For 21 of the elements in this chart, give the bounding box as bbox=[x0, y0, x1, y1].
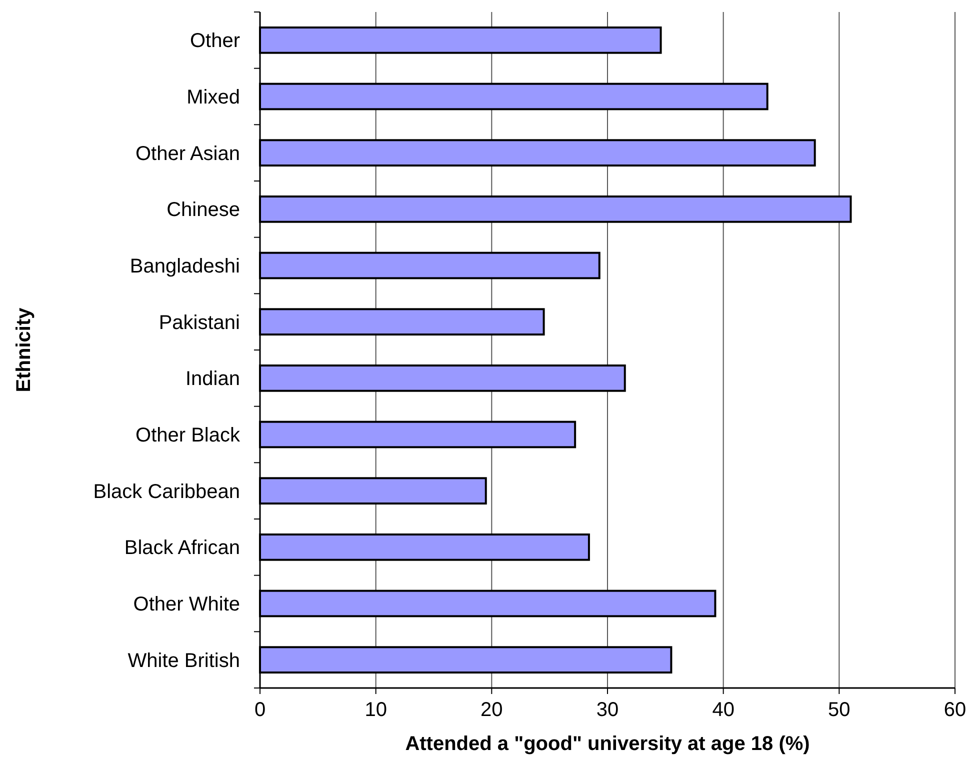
x-tick-label: 0 bbox=[254, 699, 266, 721]
x-tick-label: 10 bbox=[364, 699, 387, 721]
y-tick-label: Mixed bbox=[186, 86, 240, 108]
y-tick-label: Bangladeshi bbox=[130, 256, 240, 278]
y-tick-label: Black Caribbean bbox=[93, 480, 240, 503]
x-tick-label: 20 bbox=[480, 699, 503, 721]
y-tick-label: Other White bbox=[133, 594, 240, 616]
y-tick-label: Pakistani bbox=[158, 312, 240, 334]
x-tick-label: 50 bbox=[828, 699, 850, 721]
x-tick-label: 40 bbox=[712, 699, 734, 721]
y-tick-label: Other Asian bbox=[135, 142, 240, 165]
x-axis-title: Attended a "good" university at age 18 (%) bbox=[405, 733, 810, 755]
y-tick-label: Chinese bbox=[166, 199, 240, 222]
y-tick-label: Other Black bbox=[136, 424, 241, 446]
x-tick-label: 30 bbox=[596, 699, 619, 721]
x-tick-label: 60 bbox=[944, 699, 966, 721]
y-tick-label: Other bbox=[190, 30, 240, 52]
y-axis-title: Ethnicity bbox=[13, 306, 35, 392]
y-tick-label: Black African bbox=[124, 537, 240, 560]
y-tick-label: Indian bbox=[186, 368, 240, 390]
y-tick-label: White British bbox=[128, 650, 240, 672]
